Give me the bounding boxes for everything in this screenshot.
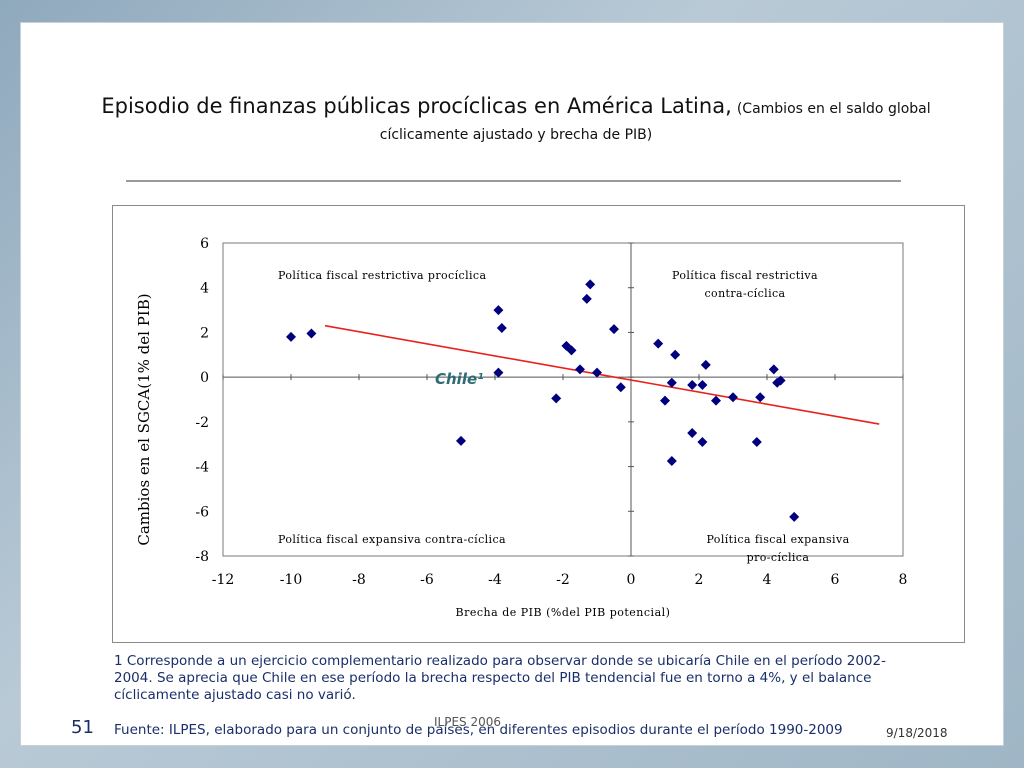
data-point — [561, 340, 572, 351]
y-tick-label: -8 — [195, 549, 209, 565]
footnote: 1 Corresponde a un ejercicio complementa… — [114, 653, 886, 703]
data-point — [493, 367, 504, 378]
data-point — [456, 435, 466, 446]
data-point — [496, 322, 507, 333]
title-sub-b: cíclicamente ajustado y brecha de PIB) — [379, 127, 653, 143]
data-point — [615, 382, 626, 393]
data-point — [666, 377, 677, 388]
slide-number: 51 — [71, 717, 94, 738]
y-axis-title: Cambios en el SGCA(1% del PIB) — [135, 293, 153, 545]
y-tick-label: 2 — [200, 325, 209, 341]
x-tick-label: -12 — [212, 572, 235, 588]
data-point — [697, 436, 708, 447]
chart-labels: -12 -10 -8 -6 -4 -2 0 2 4 6 8 6 4 2 0 -2 -4 -6 -8 Brecha de… — [135, 236, 907, 619]
y-tick-label: -2 — [195, 415, 209, 431]
quadrant-label-top-right-line1: Política fiscal restrictiva — [672, 269, 818, 282]
x-tick-label: -10 — [280, 572, 303, 588]
scatter-chart: -12 -10 -8 -6 -4 -2 0 2 4 6 8 6 4 2 0 -2 -4 -6 -8 Brecha de… — [135, 236, 907, 619]
data-point — [687, 428, 698, 439]
chart-axes — [222, 242, 904, 557]
data-point — [653, 338, 664, 349]
x-tick-label: 0 — [627, 572, 636, 588]
data-point — [551, 393, 562, 404]
x-axis-title: Brecha de PIB (%del PIB potencial) — [456, 606, 671, 619]
source-note: Fuente: ILPES, elaborado para un conjunt… — [114, 722, 843, 738]
data-point — [670, 349, 681, 360]
data-point — [581, 293, 592, 304]
data-point — [575, 364, 585, 375]
data-point — [592, 367, 602, 378]
y-tick-label: -6 — [195, 504, 209, 520]
title-main: Episodio de finanzas públicas procíclica… — [101, 94, 732, 118]
x-tick-label: 6 — [831, 572, 840, 588]
data-point — [789, 511, 800, 522]
x-tick-label: 4 — [763, 572, 772, 588]
x-tick-label: -2 — [556, 572, 570, 588]
chile-annotation: Chile¹ — [435, 370, 484, 388]
title-divider — [126, 180, 901, 182]
x-tick-label: -6 — [420, 572, 434, 588]
quadrant-label-top-right-line2: contra-cíclica — [704, 287, 785, 300]
trend-line — [324, 324, 880, 425]
data-point — [755, 392, 766, 403]
x-tick-label: 8 — [899, 572, 908, 588]
data-point — [728, 392, 738, 403]
slide: Episodio de finanzas públicas procíclica… — [20, 22, 1004, 746]
data-point — [711, 395, 721, 406]
data-point — [751, 436, 762, 447]
slide-date: 9/18/2018 — [886, 726, 948, 740]
data-point — [286, 331, 296, 342]
data-point — [687, 379, 698, 390]
quadrant-label-bottom-right-line2: pro-cíclica — [747, 551, 810, 564]
data-point — [493, 305, 504, 316]
data-point — [700, 359, 711, 370]
x-tick-label: 2 — [695, 572, 704, 588]
chart-frame: -12 -10 -8 -6 -4 -2 0 2 4 6 8 6 4 2 0 -2 -4 -6 -8 Brecha de… — [112, 205, 965, 643]
data-point — [660, 395, 670, 406]
y-tick-label: 6 — [200, 236, 209, 252]
y-tick-label: 4 — [200, 281, 209, 297]
data-point — [306, 328, 317, 339]
data-point — [768, 364, 779, 375]
quadrant-label-bottom-left: Política fiscal expansiva contra-cíclica — [278, 533, 506, 546]
organization-label: ILPES 2006 — [434, 715, 502, 729]
y-tick-label: -4 — [195, 460, 209, 476]
quadrant-label-top-left: Política fiscal restrictiva procíclica — [278, 269, 486, 282]
y-tick-label: 0 — [200, 370, 209, 386]
data-point — [566, 345, 577, 356]
data-point — [585, 279, 596, 290]
data-point — [775, 375, 786, 386]
slide-title: Episodio de finanzas públicas procíclica… — [61, 93, 971, 148]
data-point — [697, 379, 708, 390]
x-tick-label: -4 — [488, 572, 502, 588]
data-point — [609, 324, 619, 335]
quadrant-label-bottom-right-line1: Política fiscal expansiva — [706, 533, 849, 546]
chart-marks — [286, 279, 880, 522]
plot-area — [222, 242, 904, 557]
title-sub-a: (Cambios en el saldo global — [736, 101, 931, 117]
x-tick-label: -8 — [352, 572, 366, 588]
data-point — [666, 455, 677, 466]
